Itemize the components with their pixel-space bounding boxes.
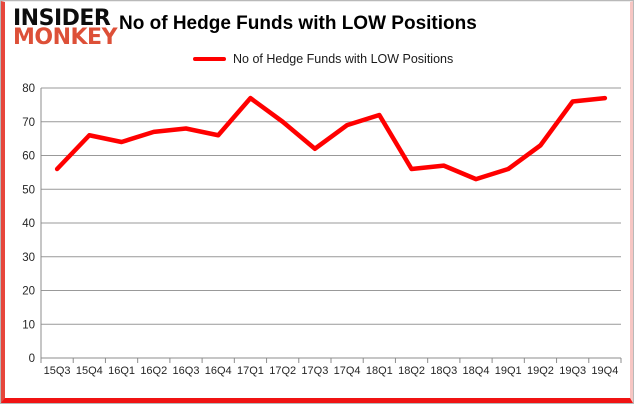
- x-tick-label: 15Q4: [76, 365, 103, 377]
- legend: No of Hedge Funds with LOW Positions: [193, 52, 453, 66]
- y-tick-label: 60: [22, 151, 35, 163]
- series-line: [54, 95, 608, 182]
- x-tick-label: 18Q2: [398, 365, 425, 377]
- x-tick-label: 16Q3: [173, 365, 200, 377]
- x-tick-label: 17Q2: [269, 365, 296, 377]
- x-tick-label: 18Q4: [463, 365, 490, 377]
- x-tick-label: 18Q1: [366, 365, 393, 377]
- x-tick-label: 16Q4: [205, 365, 232, 377]
- y-axis-labels: 0 10 20 30 40 50 60 70 80: [22, 83, 35, 365]
- x-tick-label: 16Q2: [140, 365, 167, 377]
- gridlines: [41, 87, 621, 359]
- y-tick-label: 70: [22, 117, 35, 129]
- chart-title: No of Hedge Funds with LOW Positions: [119, 13, 477, 34]
- y-tick-label: 20: [22, 286, 35, 298]
- x-tick-label: 19Q4: [591, 365, 618, 377]
- x-tick-label: 17Q1: [237, 365, 264, 377]
- y-tick-label: 40: [22, 218, 35, 230]
- x-axis-labels: 15Q3 15Q4 16Q1 16Q2 16Q3 16Q4 17Q1 17Q2 17Q3 17Q4…: [44, 365, 619, 377]
- x-tick-label: 18Q3: [430, 365, 457, 377]
- line-chart: 0 10 20 30 40 50 60 70 80 15Q3 15Q4 16Q1 16Q2 16Q3 16Q…: [22, 83, 622, 377]
- y-tick-label: 80: [22, 83, 35, 95]
- x-tick-label: 15Q3: [44, 365, 71, 377]
- logo-text-insider: INSIDER: [13, 6, 111, 31]
- x-tick-label: 17Q4: [334, 365, 361, 377]
- y-tick-label: 30: [22, 252, 35, 264]
- axes: [40, 88, 622, 363]
- y-tick-label: 10: [22, 319, 35, 331]
- legend-line-swatch: [193, 57, 226, 61]
- y-tick-label: 0: [29, 353, 35, 365]
- x-tick-label: 16Q1: [108, 365, 135, 377]
- legend-label: No of Hedge Funds with LOW Positions: [233, 52, 454, 66]
- y-tick-label: 50: [22, 184, 35, 196]
- x-tick-label: 19Q3: [559, 365, 586, 377]
- x-tick-label: 19Q2: [527, 365, 554, 377]
- logo-text-monkey: MONKEY: [13, 25, 118, 51]
- insider-monkey-logo: INSIDER MONKEY: [13, 6, 118, 51]
- x-tick-label: 19Q1: [495, 365, 522, 377]
- x-tick-label: 17Q3: [301, 365, 328, 377]
